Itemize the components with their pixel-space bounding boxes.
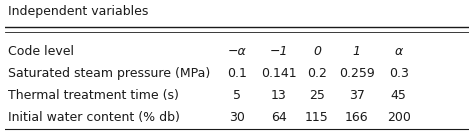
Text: 166: 166 bbox=[345, 111, 369, 124]
Text: 1: 1 bbox=[353, 45, 361, 58]
Text: 30: 30 bbox=[229, 111, 245, 124]
Text: Saturated steam pressure (MPa): Saturated steam pressure (MPa) bbox=[9, 67, 211, 80]
Text: −1: −1 bbox=[270, 45, 288, 58]
Text: 45: 45 bbox=[391, 89, 407, 102]
Text: α: α bbox=[394, 45, 403, 58]
Text: Code level: Code level bbox=[9, 45, 74, 58]
Text: 0.2: 0.2 bbox=[307, 67, 327, 80]
Text: 115: 115 bbox=[305, 111, 329, 124]
Text: 0.3: 0.3 bbox=[389, 67, 409, 80]
Text: 0.1: 0.1 bbox=[227, 67, 247, 80]
Text: Thermal treatment time (s): Thermal treatment time (s) bbox=[9, 89, 179, 102]
Text: 0.259: 0.259 bbox=[339, 67, 375, 80]
Text: 25: 25 bbox=[309, 89, 325, 102]
Text: 64: 64 bbox=[271, 111, 287, 124]
Text: Independent variables: Independent variables bbox=[9, 5, 149, 18]
Text: 0.141: 0.141 bbox=[261, 67, 297, 80]
Text: 200: 200 bbox=[387, 111, 410, 124]
Text: 37: 37 bbox=[349, 89, 365, 102]
Text: 13: 13 bbox=[271, 89, 287, 102]
Text: 5: 5 bbox=[233, 89, 241, 102]
Text: Initial water content (% db): Initial water content (% db) bbox=[9, 111, 180, 124]
Text: 0: 0 bbox=[313, 45, 321, 58]
Text: −α: −α bbox=[228, 45, 246, 58]
